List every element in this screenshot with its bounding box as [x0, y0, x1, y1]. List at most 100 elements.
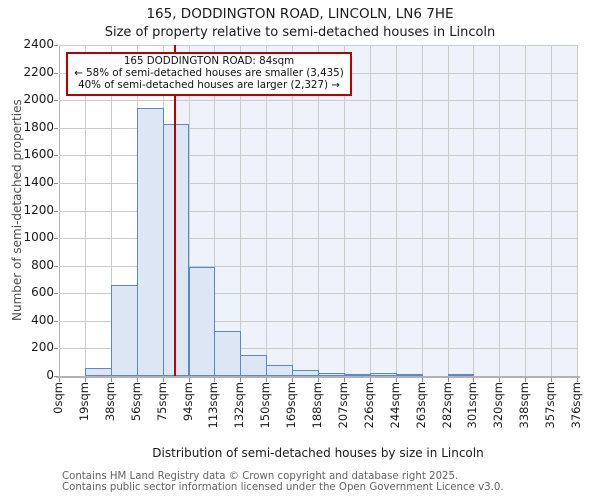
x-tick-label: 75sqm: [154, 382, 169, 422]
x-tick-label: 56sqm: [128, 382, 143, 422]
x-tick-mark: [136, 378, 138, 382]
x-tick-mark: [551, 378, 553, 382]
y-tick-label: 200: [31, 340, 54, 355]
histogram-bar: [266, 364, 294, 376]
y-tick-mark: [54, 182, 58, 184]
y-tick-label: 1200: [23, 202, 54, 217]
y-tick-label: 400: [31, 312, 54, 327]
x-gridline: [525, 45, 527, 376]
y-tick-mark: [54, 320, 58, 322]
x-tick-mark: [240, 378, 242, 382]
histogram-bar: [188, 267, 216, 376]
y-tick-mark: [54, 155, 58, 157]
x-gridline: [84, 45, 86, 376]
x-tick-label: 226sqm: [361, 382, 376, 429]
y-tick-label: 2200: [23, 64, 54, 79]
histogram-bar: [110, 284, 138, 376]
x-tick-label: 188sqm: [310, 382, 324, 429]
annotation-smaller-line: ← 58% of semi-detached houses are smalle…: [74, 66, 344, 79]
x-tick-label: 19sqm: [76, 382, 91, 422]
y-tick-mark: [54, 127, 58, 129]
x-gridline: [343, 45, 345, 376]
x-gridline: [395, 45, 397, 376]
histogram-bar: [240, 354, 268, 376]
x-gridline: [369, 45, 371, 376]
x-tick-mark: [59, 378, 60, 382]
x-tick-label: 263sqm: [413, 382, 428, 429]
x-gridline: [551, 45, 553, 376]
x-tick-label: 244sqm: [387, 382, 402, 429]
x-tick-mark: [292, 378, 294, 382]
histogram-bar: [214, 331, 242, 376]
y-tick-label: 1000: [23, 230, 54, 245]
x-gridline: [473, 45, 475, 376]
annotation-larger-line: 40% of semi-detached houses are larger (…: [78, 78, 340, 91]
y-tick-label: 2000: [23, 92, 54, 107]
marker-line: [173, 45, 176, 376]
x-tick-mark: [343, 378, 345, 382]
y-tick-label: 0: [46, 368, 54, 382]
x-tick-label: 207sqm: [335, 382, 350, 429]
histogram-bar: [84, 367, 112, 376]
property-annotation-box: 165 DODDINGTON ROAD: 84sqm ← 58% of semi…: [66, 52, 352, 97]
x-tick-mark: [188, 378, 190, 382]
x-gridline: [577, 45, 578, 376]
y-tick-mark: [54, 72, 58, 74]
y-tick-mark: [54, 210, 58, 212]
x-axis-spine: [56, 376, 580, 378]
x-tick-mark: [369, 378, 371, 382]
y-tick-label: 2400: [23, 37, 54, 51]
x-axis-title: Distribution of semi-detached houses by …: [152, 446, 484, 460]
attribution-footer: Contains HM Land Registry data © Crown c…: [62, 471, 504, 493]
x-tick-mark: [162, 378, 164, 382]
x-tick-mark: [266, 378, 268, 382]
x-tick-label: 132sqm: [232, 382, 247, 429]
histogram-bar: [292, 370, 319, 376]
histogram-bar: [447, 374, 475, 376]
x-tick-label: 113sqm: [206, 382, 221, 429]
x-tick-mark: [499, 378, 501, 382]
x-tick-mark: [447, 378, 449, 382]
histogram-bar: [318, 373, 345, 376]
x-tick-mark: [84, 378, 86, 382]
x-tick-mark: [214, 378, 216, 382]
plot-area: 165 DODDINGTON ROAD: 84sqm ← 58% of semi…: [56, 45, 580, 378]
x-tick-label: 357sqm: [543, 382, 558, 429]
x-tick-mark: [577, 378, 578, 382]
footer-hm-land-registry: Contains HM Land Registry data © Crown c…: [62, 471, 459, 482]
histogram-bar: [136, 108, 164, 376]
y-tick-mark: [54, 348, 58, 350]
y-tick-label: 1800: [23, 119, 54, 134]
histogram-bar: [369, 373, 397, 376]
footer-open-government: Contains public sector information licen…: [62, 481, 504, 493]
chart-subtitle: Size of property relative to semi-detach…: [104, 25, 496, 40]
x-tick-label: 169sqm: [284, 382, 299, 429]
x-tick-label: 320sqm: [491, 382, 506, 429]
y-tick-mark: [54, 238, 58, 240]
x-tick-mark: [110, 378, 112, 382]
x-gridline: [447, 45, 449, 376]
y-tick-label: 1600: [23, 147, 54, 162]
x-tick-label: 376sqm: [569, 382, 583, 429]
x-gridline: [240, 45, 242, 376]
x-tick-label: 338sqm: [517, 382, 532, 429]
y-tick-mark: [54, 45, 58, 46]
x-tick-mark: [395, 378, 397, 382]
x-tick-label: 282sqm: [439, 382, 454, 429]
histogram-bar: [395, 374, 423, 376]
x-tick-label: 94sqm: [180, 382, 195, 422]
y-tick-mark: [54, 376, 58, 377]
histogram-bar: [343, 373, 371, 376]
annotation-property-line: 165 DODDINGTON ROAD: 84sqm: [123, 55, 295, 67]
x-gridline: [110, 45, 112, 376]
x-gridline: [318, 45, 319, 376]
x-tick-mark: [318, 378, 319, 382]
x-tick-mark: [473, 378, 475, 382]
y-tick-mark: [54, 293, 58, 295]
x-tick-label: 301sqm: [465, 382, 480, 429]
x-gridline: [421, 45, 423, 376]
x-tick-mark: [421, 378, 423, 382]
y-tick-label: 600: [31, 285, 54, 300]
y-tick-mark: [54, 100, 58, 102]
